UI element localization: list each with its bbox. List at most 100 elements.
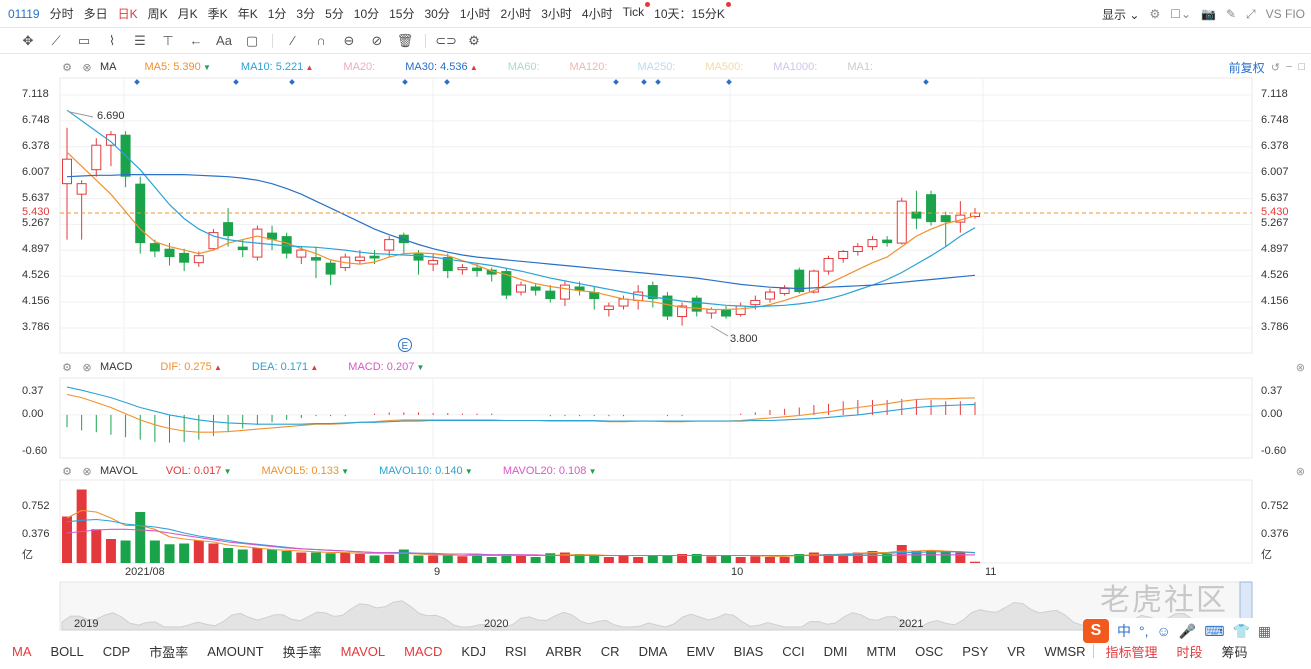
display-menu[interactable]: 显示 ⌄	[1102, 7, 1140, 22]
comment-tool-icon[interactable]: ▢	[245, 32, 259, 48]
period-tab[interactable]: 30分	[424, 5, 449, 22]
ime-mode-label[interactable]: 中	[1117, 623, 1131, 639]
arrow-tool-icon[interactable]: ←	[189, 33, 203, 48]
link-icon[interactable]: ⊂⊃	[435, 32, 457, 48]
indicator-tab[interactable]: CDP	[102, 643, 131, 659]
ma-indicator-name[interactable]: MA	[100, 61, 117, 73]
ruler-tool-icon[interactable]: ☰	[134, 32, 146, 48]
indicator-tab[interactable]: VR	[1007, 643, 1026, 659]
period-tab[interactable]: 3小时	[541, 5, 572, 22]
period-tab[interactable]: 日K	[118, 5, 138, 22]
indicator-tab[interactable]: RSI	[504, 643, 527, 659]
pane-close-icon[interactable]: ⊗	[1295, 361, 1305, 374]
fullscreen-icon[interactable]: ⤢	[1246, 6, 1256, 21]
mic-icon[interactable]: 🎤	[1178, 622, 1197, 639]
line-tool-icon[interactable]: ⟋	[51, 32, 61, 48]
indicator-tab[interactable]: BOLL	[50, 643, 84, 659]
indicator-tab[interactable]: WMSR	[1044, 643, 1086, 659]
indicator-tab[interactable]: MAVOL	[340, 643, 386, 659]
period-tab[interactable]: 多日	[84, 5, 108, 22]
volume-bar	[735, 557, 746, 563]
indicator-tab[interactable]: MACD	[404, 643, 443, 659]
sogou-logo-icon[interactable]: S	[1083, 619, 1109, 643]
period-tab[interactable]: 分时	[50, 5, 74, 22]
indicator-tab[interactable]: 市盈率	[149, 644, 189, 660]
period-tab[interactable]: 周K	[148, 5, 168, 22]
period-tab[interactable]: 3分	[296, 5, 315, 22]
gear-icon[interactable]: ⚙	[62, 465, 72, 478]
trash-icon[interactable]: 🗑	[396, 32, 414, 48]
toolbar-settings-icon[interactable]: ⚙	[468, 32, 480, 48]
indicator-tab[interactable]: OSC	[915, 643, 944, 659]
period-tab[interactable]: 1小时	[460, 5, 491, 22]
period-tab[interactable]: 年K	[238, 5, 258, 22]
punctuation-icon[interactable]: °,	[1139, 623, 1149, 639]
indicator-value-label: MA10: 5.221	[240, 61, 304, 73]
magnet-icon[interactable]: ∩	[316, 33, 326, 48]
indicator-tab[interactable]: EMV	[686, 643, 715, 659]
macd-indicator-name[interactable]: MACD	[100, 361, 133, 373]
skin-icon[interactable]: 👕	[1232, 622, 1250, 639]
period-tab[interactable]: 1分	[268, 5, 287, 22]
period-tab[interactable]: 10分	[354, 5, 379, 22]
reset-icon[interactable]: ↺	[1270, 61, 1280, 74]
symbol-code[interactable]: 01119	[8, 6, 40, 21]
compare-button[interactable]: VS FIO	[1265, 7, 1305, 21]
emoji-icon[interactable]: ☺	[1156, 623, 1171, 639]
close-icon[interactable]: ⊗	[82, 61, 92, 74]
indicator-tab[interactable]: DMI	[823, 643, 848, 659]
period-tab[interactable]: 5分	[325, 5, 344, 22]
gear-icon[interactable]: ⚙	[62, 361, 72, 374]
y-axis-left-label: 0.37	[22, 385, 44, 398]
period-tab[interactable]: Tick	[623, 2, 651, 22]
indicator-tab[interactable]: 筹码	[1221, 644, 1248, 660]
maximize-icon[interactable]: □	[1298, 61, 1305, 73]
indicator-tab[interactable]: 指标管理	[1105, 644, 1158, 660]
indicator-tab[interactable]: CCI	[782, 643, 805, 659]
move-icon[interactable]: ✥	[22, 32, 34, 48]
close-icon[interactable]: ⊗	[82, 361, 92, 374]
layout-icon[interactable]: ☐⌄	[1170, 7, 1192, 21]
indicator-tab[interactable]: ARBR	[545, 643, 582, 659]
period-tab[interactable]: 月K	[178, 5, 198, 22]
indicator-tab[interactable]: MTM	[866, 643, 897, 659]
camera-icon[interactable]: 📷	[1201, 7, 1216, 21]
hide-icon[interactable]: ⊘	[371, 32, 383, 48]
indicator-tab[interactable]: AMOUNT	[207, 643, 264, 659]
settings-icon[interactable]: ⚙	[1149, 7, 1161, 21]
indicator-tab[interactable]: KDJ	[461, 643, 486, 659]
pen-icon[interactable]: ✎	[1225, 7, 1237, 21]
volume-bar	[794, 554, 805, 563]
grid-icon[interactable]: ▦	[1257, 622, 1272, 639]
rect-tool-icon[interactable]: ▭	[77, 32, 91, 48]
period-tab-label: 月K	[177, 7, 198, 21]
brush-icon[interactable]: ∕	[291, 33, 295, 48]
period-tab[interactable]: 4小时	[582, 5, 613, 22]
indicator-tab[interactable]: BIAS	[733, 643, 764, 659]
adjust-toggle[interactable]: 前复权	[1228, 60, 1265, 75]
fib-tool-icon[interactable]: ⊤	[162, 32, 174, 48]
period-tab[interactable]: 15分	[389, 5, 414, 22]
lock-icon[interactable]: ⊖	[343, 32, 355, 48]
indicator-tab[interactable]: 换手率	[282, 644, 322, 660]
close-icon[interactable]: ⊗	[82, 465, 92, 478]
candle-body	[105, 134, 116, 146]
text-tool-icon[interactable]: Aa	[216, 33, 232, 48]
keyboard-icon[interactable]: ⌨	[1204, 622, 1225, 639]
ma-header: ⚙ ⊗ MA MA5: 5.390 ▼ MA10: 5.221 ▲ MA20: MA3…	[60, 58, 903, 76]
polyline-tool-icon[interactable]: ⌇	[108, 32, 116, 48]
gear-icon[interactable]: ⚙	[62, 61, 72, 74]
indicator-tab[interactable]: CR	[600, 643, 620, 659]
period-tab[interactable]: 2小时	[501, 5, 532, 22]
volume-bar	[398, 549, 409, 563]
period-tab[interactable]: 季K	[208, 5, 228, 22]
mavol-indicator-name[interactable]: MAVOL	[100, 465, 138, 477]
pane-close-icon[interactable]: ⊗	[1295, 465, 1305, 478]
minimize-icon[interactable]: −	[1285, 61, 1293, 73]
indicator-tab[interactable]: MA	[12, 643, 32, 659]
period-tab[interactable]: 10天：15分K	[654, 2, 731, 22]
indicator-tab[interactable]: DMA	[638, 643, 668, 659]
indicator-tab[interactable]: PSY	[962, 643, 989, 659]
indicator-tab[interactable]: 时段	[1176, 644, 1203, 660]
